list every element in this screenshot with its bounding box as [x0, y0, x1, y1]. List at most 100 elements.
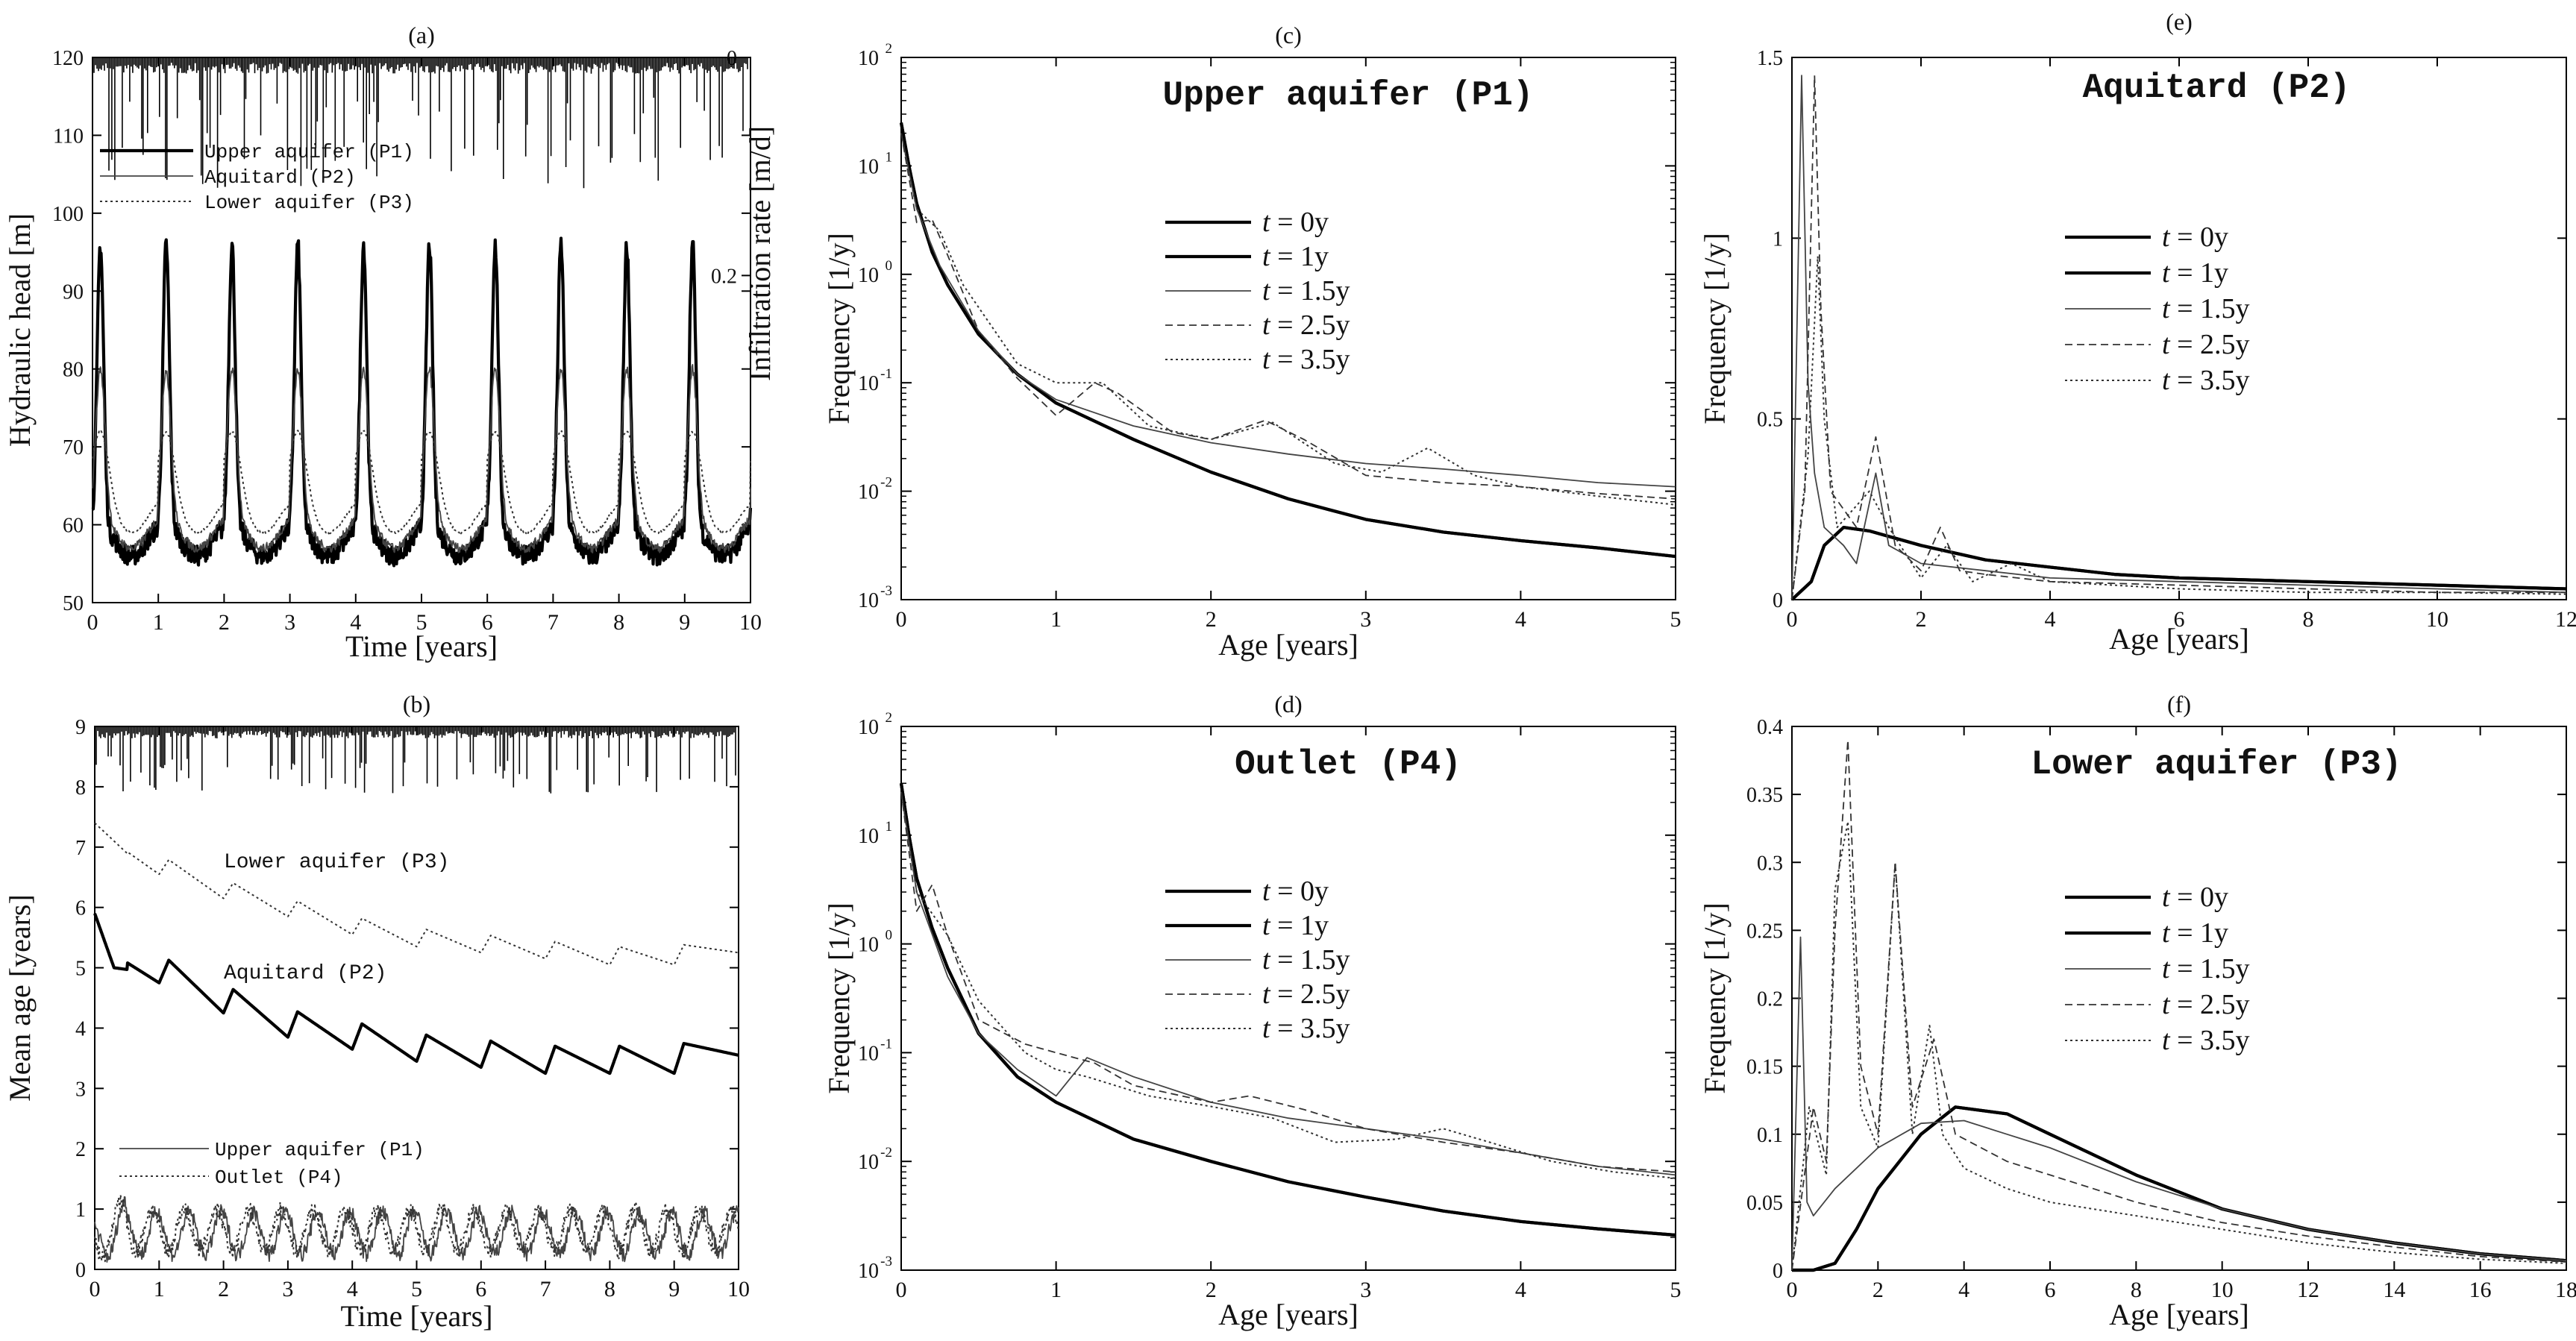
- y-tick-label-base: 10: [858, 716, 879, 739]
- panel-xlabel: Age [years]: [1218, 1298, 1358, 1331]
- x-tick-label: 5: [416, 610, 427, 635]
- x-tick-label: 2: [218, 1277, 229, 1301]
- series-line: [1792, 1105, 2567, 1272]
- legend-label: t = 2.5y: [2162, 329, 2250, 360]
- y-tick-label-exponent: -1: [880, 1036, 892, 1052]
- series-line: [900, 791, 1676, 1173]
- panel-frame: [900, 57, 1676, 600]
- series-line: [900, 133, 1676, 488]
- x-tick-label: 9: [679, 610, 690, 635]
- y-tick-label: 0.2: [1757, 988, 1783, 1011]
- panel-b-xlabel: Time [years]: [340, 1299, 492, 1333]
- y-tick-label: 90: [63, 280, 84, 304]
- y-tick-label: 10 1: [858, 819, 892, 848]
- series-line: [1791, 75, 2567, 600]
- infiltration-bars: [95, 726, 736, 794]
- legend-label: t = 1y: [1262, 241, 1329, 272]
- x-tick-label: 5: [1670, 1278, 1682, 1302]
- legend-label: t = 3.5y: [2162, 1025, 2250, 1056]
- y-tick-label-exponent: -2: [880, 475, 892, 491]
- panel-label: (f): [2167, 691, 2191, 717]
- y-tick-label: 2: [75, 1138, 86, 1161]
- y-tick-label: 10 -3: [858, 1254, 892, 1283]
- x-tick-label: 0: [896, 607, 907, 632]
- x-tick-label: 6: [475, 1277, 486, 1301]
- y-tick-label: 10 2: [858, 710, 892, 739]
- y-tick-label: 10 -1: [858, 366, 892, 395]
- series-line: [900, 791, 1676, 1179]
- panel-b-frame: [94, 726, 739, 1270]
- x-tick-label: 10: [727, 1277, 750, 1301]
- legend-label: t = 1.5y: [2162, 293, 2250, 324]
- series-line: [92, 363, 751, 553]
- series-line: [94, 822, 739, 966]
- series-line: [900, 791, 1676, 1176]
- y-tick-label: 10 0: [858, 928, 892, 957]
- panel-label: (d): [1274, 691, 1302, 717]
- panel-a-xlabel: Time [years]: [345, 629, 498, 663]
- series-line: [94, 1193, 739, 1263]
- panel-b-ylabel: Mean age [years]: [3, 894, 37, 1102]
- series-line: [93, 913, 740, 1075]
- y-tick-label: 6: [75, 897, 86, 920]
- x-tick-label: 10: [739, 610, 762, 635]
- panel-a-y2label: Infiltration rate [m/d]: [743, 126, 777, 381]
- x-tick-label: 10: [2211, 1278, 2234, 1302]
- y-tick-label-exponent: -1: [880, 366, 892, 382]
- x-tick-label: 7: [548, 610, 559, 635]
- legend-label: Upper aquifer (P1): [215, 1139, 424, 1161]
- series-line: [1791, 936, 2567, 1271]
- panel-a-ylabel: Hydraulic head [m]: [3, 213, 37, 447]
- y-tick-label-base: 10: [858, 264, 879, 287]
- y-tick-label-base: 10: [858, 47, 879, 70]
- x-tick-label: 4: [1958, 1278, 1969, 1302]
- y-tick-label-base: 10: [858, 1260, 879, 1283]
- panel-ylabel: Frequency [1/y]: [1698, 902, 1732, 1094]
- legend-label: t = 0y: [1262, 207, 1329, 238]
- y-tick-label: 0: [1773, 589, 1783, 612]
- x-tick-label: 3: [282, 1277, 293, 1301]
- legend-label: t = 1.5y: [1262, 944, 1350, 976]
- legend-label: t = 3.5y: [1262, 1013, 1350, 1044]
- y-tick-label-exponent: -3: [880, 583, 892, 599]
- y-tick-label: 0.25: [1746, 920, 1783, 943]
- x-tick-label: 7: [540, 1277, 551, 1301]
- panel-label: (e): [2166, 8, 2193, 35]
- legend-label: t = 1.5y: [1262, 275, 1350, 307]
- x-tick-label: 2: [1916, 607, 1927, 632]
- legend-label: t = 1y: [2162, 257, 2228, 289]
- y-tick-label: 10 -2: [858, 1145, 892, 1174]
- y-tick-label: 10 0: [858, 258, 892, 287]
- x-tick-label: 8: [2303, 607, 2314, 632]
- x-tick-label: 8: [2131, 1278, 2142, 1302]
- y-tick-label: 60: [63, 515, 84, 538]
- y-tick-label: 10 1: [858, 149, 892, 178]
- y-tick-label: 0.3: [1757, 852, 1783, 875]
- y-tick-label: 3: [75, 1078, 86, 1101]
- series-line: [1790, 525, 2567, 601]
- x-tick-label: 3: [284, 610, 295, 635]
- y-tick-label-exponent: 1: [886, 149, 893, 165]
- series-line: [1791, 75, 2566, 600]
- legend-label: t = 3.5y: [2162, 365, 2250, 396]
- x-tick-label: 14: [2383, 1278, 2405, 1302]
- y-tick-label: 120: [52, 47, 84, 70]
- y-tick-label: 0.5: [1757, 409, 1783, 432]
- y-tick-label: 0.35: [1746, 784, 1783, 807]
- y-tick-label: 110: [53, 125, 84, 148]
- x-tick-label: 4: [347, 1277, 358, 1301]
- panel-xlabel: Age [years]: [1218, 628, 1358, 662]
- legend-label: t = 2.5y: [1262, 979, 1350, 1010]
- y-tick-label: 0.05: [1746, 1192, 1783, 1215]
- legend-label: t = 0y: [2162, 222, 2228, 253]
- y-tick-label: 0.4: [1757, 716, 1783, 739]
- legend-label: t = 3.5y: [1262, 344, 1350, 375]
- y-tick-label: 4: [75, 1017, 86, 1040]
- x-tick-label: 2: [219, 610, 230, 635]
- y-tick-label: 0: [75, 1259, 86, 1282]
- x-tick-label: 3: [1360, 607, 1371, 632]
- x-tick-label: 0: [90, 1277, 101, 1301]
- y-tick-label-base: 10: [858, 825, 879, 848]
- y-tick-label: 0.1: [1757, 1124, 1783, 1147]
- panel-b-label: (b): [403, 691, 430, 717]
